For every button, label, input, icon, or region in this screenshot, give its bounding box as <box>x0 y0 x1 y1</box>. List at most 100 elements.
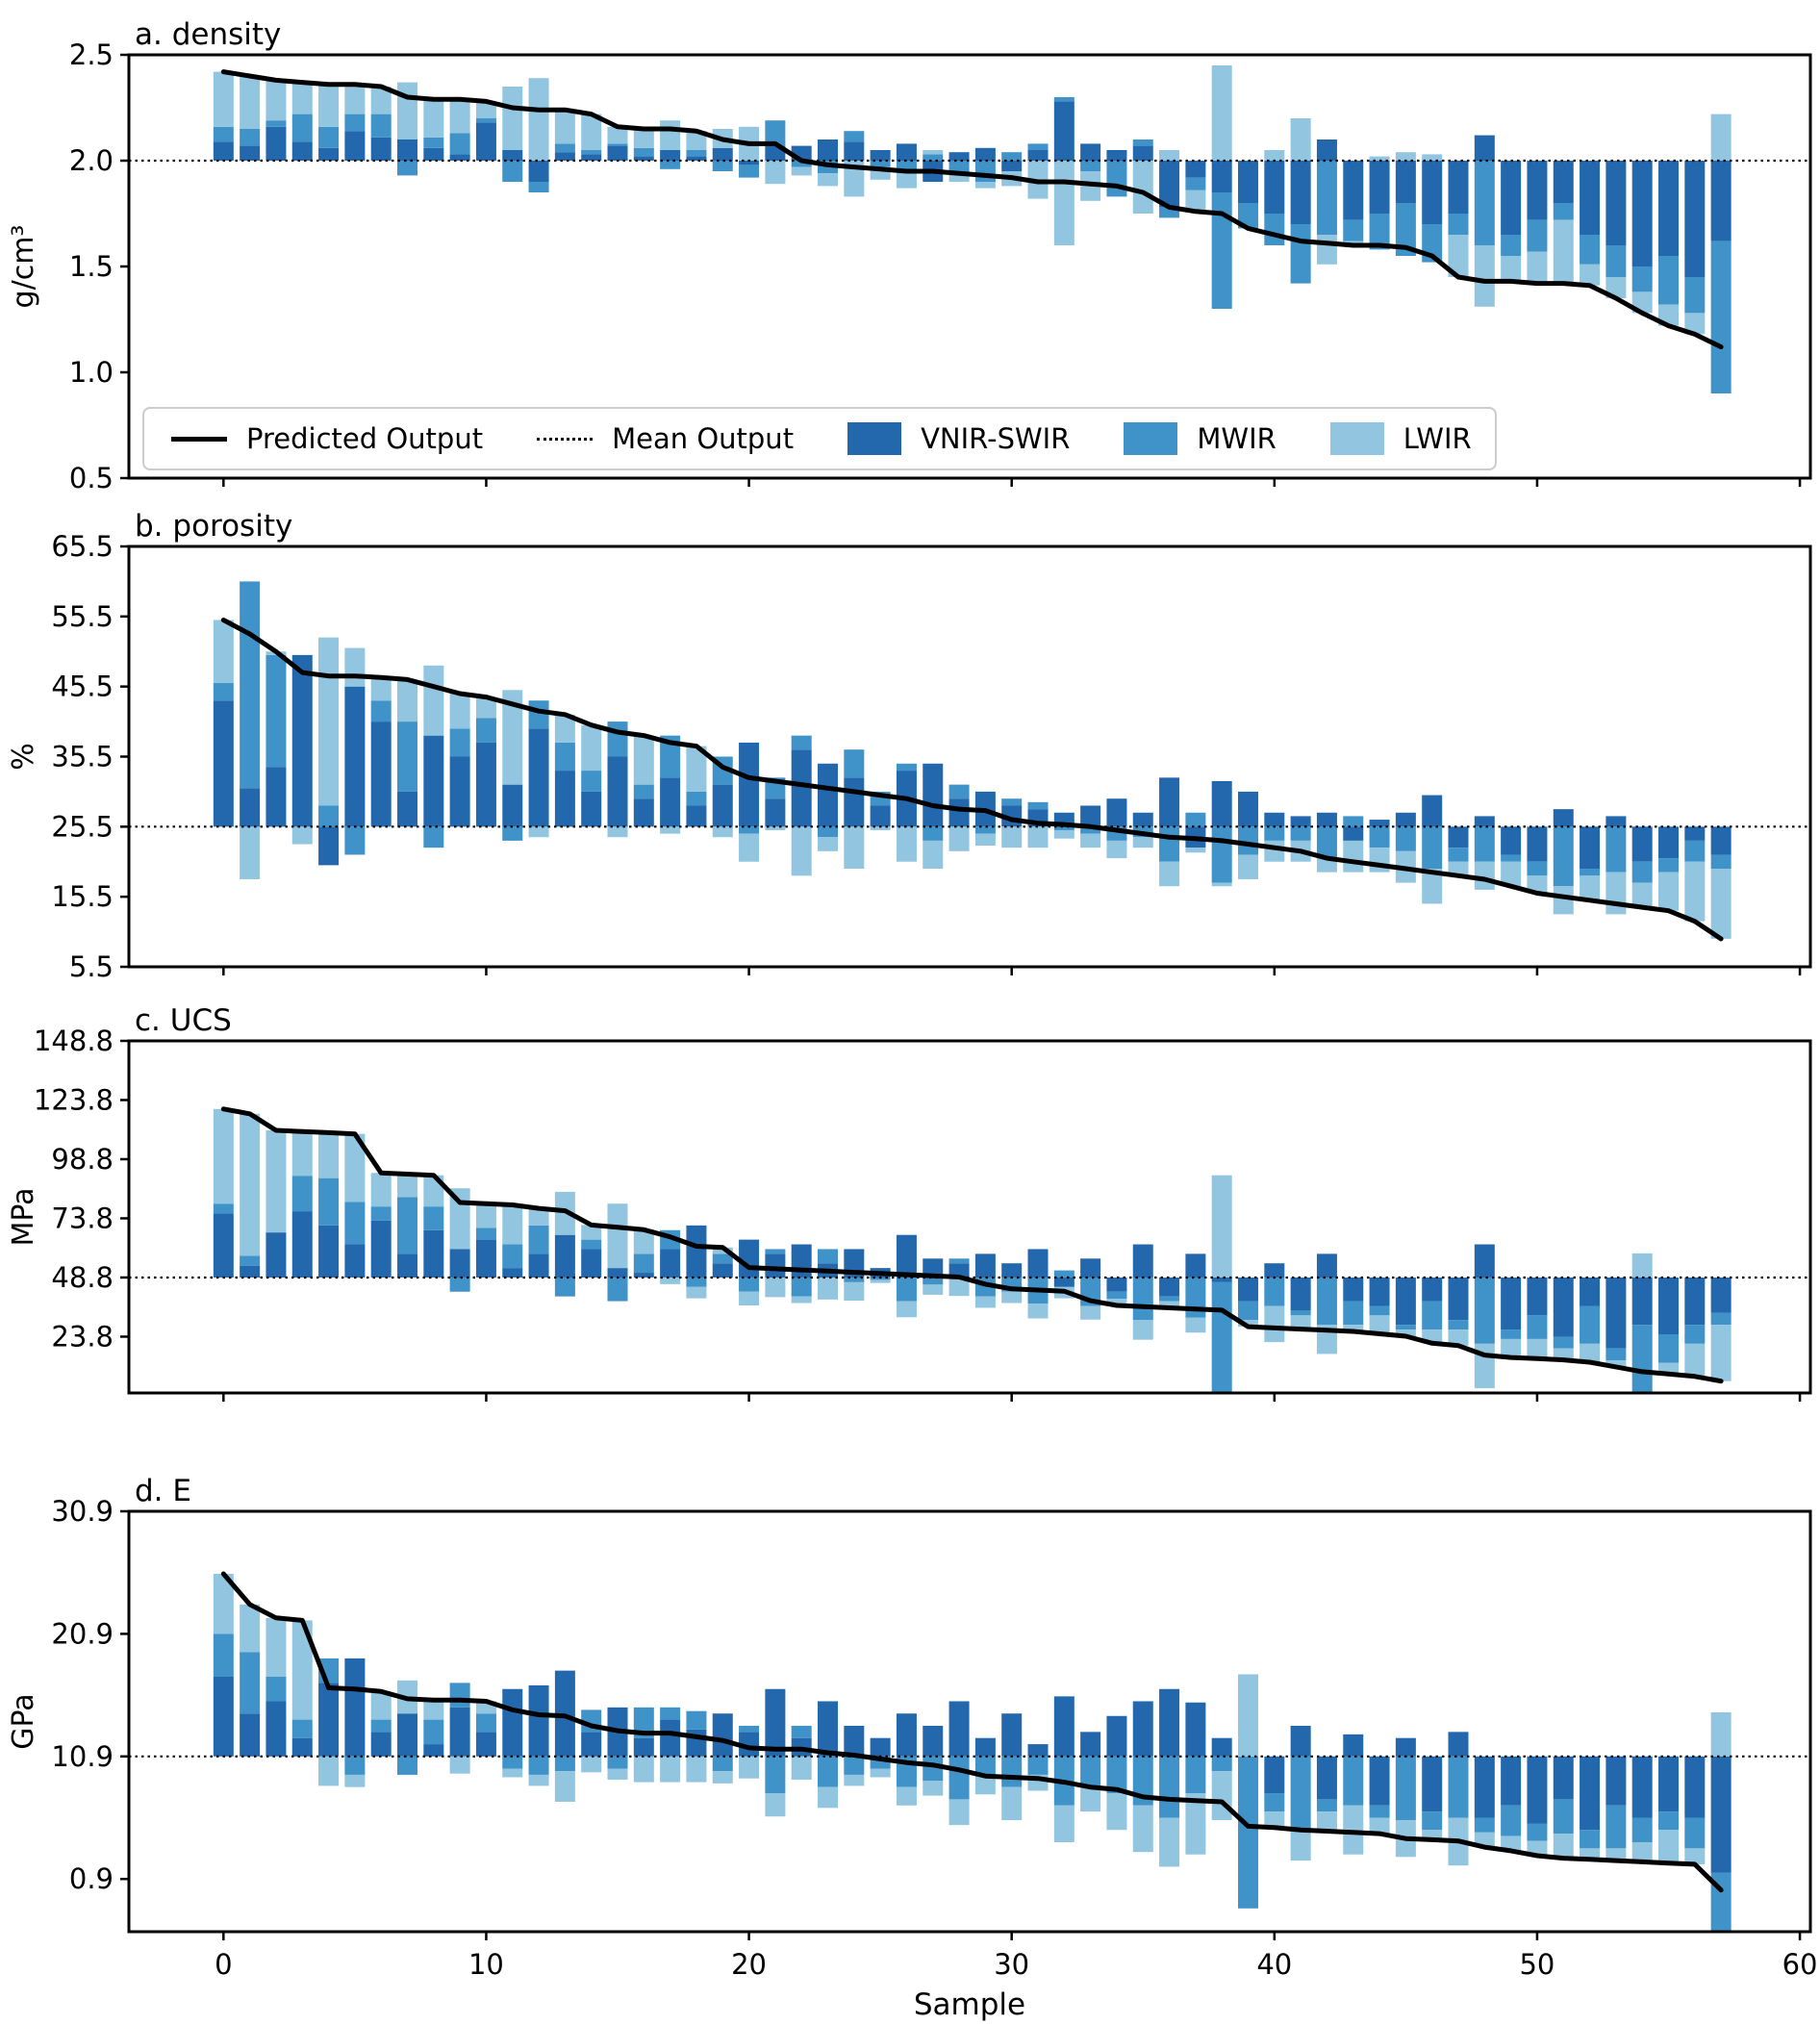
bar-segment-mwir <box>686 791 707 806</box>
bar-segment-vnir-swir <box>240 1265 261 1278</box>
bar-segment-vnir-swir <box>633 798 654 827</box>
bar-segment-vnir-swir <box>1369 1277 1390 1306</box>
bar-segment-lwir <box>1316 858 1337 873</box>
bar-segment-lwir <box>1631 1253 1653 1278</box>
bar-segment-lwir <box>581 724 602 772</box>
bar-segment-vnir-swir <box>554 771 575 827</box>
bar-segment-lwir <box>318 84 340 127</box>
bar-segment-vnir-swir <box>1395 161 1416 203</box>
bar-segment-lwir <box>1369 1817 1390 1835</box>
bar-segment-lwir <box>1238 1674 1259 1757</box>
bar-segment-vnir-swir <box>1316 1756 1337 1800</box>
bar-segment-mwir <box>475 1228 496 1240</box>
bar-segment-lwir <box>213 1573 234 1634</box>
bar-segment-vnir-swir <box>844 1725 865 1757</box>
bar-segment-mwir <box>423 1719 444 1745</box>
bar-segment-lwir <box>1605 1360 1627 1367</box>
bar-segment-lwir <box>948 826 970 851</box>
bar-segment-vnir-swir <box>974 1737 996 1757</box>
bar-segment-mwir <box>1132 139 1153 146</box>
bar-segment-vnir-swir <box>581 791 602 827</box>
bar-segment-mwir <box>1501 235 1522 256</box>
bar-segment-vnir-swir <box>1631 826 1653 862</box>
bar-segment-lwir <box>974 833 996 846</box>
x-tick-label: 50 <box>1519 1948 1555 1981</box>
axes-border <box>127 1039 1812 1395</box>
bar-segment-mwir <box>1264 1793 1285 1812</box>
bar-segment-vnir-swir <box>607 1268 628 1278</box>
bar-segment-lwir <box>923 1781 944 1796</box>
bar-segment-vnir-swir <box>844 141 865 161</box>
bar-segment-vnir-swir <box>240 788 261 827</box>
bar-segment-mwir <box>449 728 470 757</box>
bar-segment-mwir <box>240 1652 261 1714</box>
legend-label-predicted-output: Predicted Output <box>246 422 484 455</box>
bar-segment-mwir <box>1106 161 1127 197</box>
bar-segment-lwir <box>449 1756 470 1774</box>
bar-segment-mwir <box>213 126 234 142</box>
bar-segment-vnir-swir <box>1027 1744 1049 1757</box>
bar-segment-lwir <box>633 1229 654 1254</box>
bar-segment-lwir <box>686 1286 707 1299</box>
bar-segment-mwir <box>344 114 366 132</box>
bar-segment-mwir <box>844 1277 865 1282</box>
bar-segment-lwir <box>791 166 812 176</box>
bar-segment-mwir <box>240 581 261 789</box>
bar-segment-lwir <box>660 120 681 150</box>
bar-segment-mwir <box>1211 1756 1232 1772</box>
bar-segment-vnir-swir <box>1369 1756 1390 1806</box>
bar-segment-lwir <box>423 665 444 736</box>
bar-segment-vnir-swir <box>1474 816 1495 827</box>
bar-segment-mwir <box>397 721 418 792</box>
bar-segment-vnir-swir <box>739 742 760 827</box>
y-axis-label-d: GPa <box>7 1693 40 1749</box>
bar-segment-lwir <box>1501 1835 1522 1851</box>
bar-segment-vnir-swir <box>1238 791 1259 827</box>
bar-segment-mwir <box>1106 1756 1127 1794</box>
legend-label-mean-output: Mean Output <box>612 422 795 455</box>
bar-segment-lwir <box>1553 219 1574 284</box>
bar-segment-mwir <box>528 1756 549 1775</box>
bar-segment-mwir <box>423 1206 444 1230</box>
y-axis-label-b: % <box>7 743 40 771</box>
bar-segment-mwir <box>1211 192 1232 309</box>
bar-segment-lwir <box>1631 1841 1653 1862</box>
bar-segment-mwir <box>1343 1301 1364 1326</box>
bar-segment-lwir <box>948 1277 970 1297</box>
bar-segment-vnir-swir <box>633 156 654 161</box>
bar-segment-lwir <box>554 714 575 743</box>
bar-segment-lwir <box>739 1756 760 1779</box>
bar-segment-vnir-swir <box>1316 1253 1337 1278</box>
bar-segment-vnir-swir <box>633 1273 654 1278</box>
bar-segment-vnir-swir <box>1710 1277 1732 1313</box>
bar-segment-lwir <box>1395 1329 1416 1336</box>
bar-segment-vnir-swir <box>1290 1277 1311 1311</box>
bar-segment-mwir <box>475 118 496 123</box>
bar-segment-mwir <box>318 1177 340 1226</box>
bar-segment-vnir-swir <box>1553 1277 1574 1337</box>
y-tick-label: 1.0 <box>69 356 114 389</box>
bar-segment-mwir <box>1185 177 1206 190</box>
bar-segment-mwir <box>1474 1277 1495 1344</box>
bar-segment-vnir-swir <box>1343 1734 1364 1757</box>
bar-segment-vnir-swir <box>291 1737 313 1757</box>
bar-segment-vnir-swir <box>397 1253 418 1278</box>
bar-segment-lwir <box>870 1768 891 1778</box>
bar-segment-lwir <box>344 647 366 687</box>
x-tick-label: 30 <box>994 1948 1029 1981</box>
bar-segment-vnir-swir <box>1710 1756 1732 1873</box>
bar-segment-vnir-swir <box>291 141 313 161</box>
bar-segment-lwir <box>1710 114 1732 161</box>
bar-segment-lwir <box>712 1771 733 1784</box>
bar-segment-vnir-swir <box>1238 161 1259 203</box>
bar-segment-lwir <box>1501 256 1522 282</box>
bar-segment-vnir-swir <box>660 777 681 827</box>
y-tick-label: 148.8 <box>34 1025 114 1057</box>
legend-item-mean-output: Mean Output <box>537 422 794 455</box>
bar-segment-mwir <box>1106 1291 1127 1300</box>
bar-segment-mwir <box>1658 1334 1680 1363</box>
bar-segment-mwir <box>1684 1325 1706 1344</box>
bar-segment-vnir-swir <box>1527 1756 1548 1824</box>
bar-segment-lwir <box>1448 235 1469 277</box>
bar-segment-vnir-swir <box>213 700 234 827</box>
